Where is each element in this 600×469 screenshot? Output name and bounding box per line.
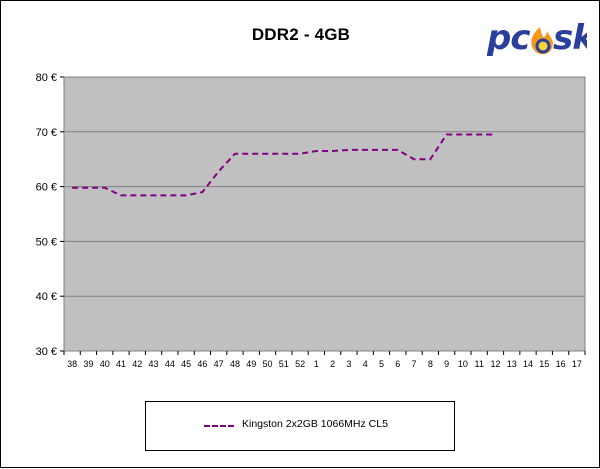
x-axis-tick-labels: 38 39 40 41 42 43 44 45 46 47 48 49 50 51 52 1 2 3 4 5 6 7 8 9 1… — [63, 351, 586, 369]
gridlines — [64, 131, 585, 297]
chart-title: DDR2 - 4GB — [251, 25, 351, 44]
x-tick-label: 48 — [230, 359, 240, 369]
x-tick-label: 51 — [279, 359, 289, 369]
logo-text-right: sk — [553, 18, 587, 58]
x-tick-label: 50 — [263, 359, 273, 369]
x-tick-label: 16 — [556, 359, 566, 369]
x-tick-label: 43 — [149, 359, 159, 369]
x-tick-label: 10 — [458, 359, 468, 369]
x-tick-label: 13 — [507, 359, 517, 369]
y-tick-label: 30 € — [36, 346, 57, 358]
x-tick-label: 41 — [116, 359, 126, 369]
legend-swatch-kingston — [204, 425, 234, 427]
y-tick-label: 70 € — [36, 127, 57, 139]
legend: Kingston 2x2GB 1066MHz CL5 — [145, 401, 455, 451]
x-tick-label: 3 — [346, 359, 351, 369]
x-tick-label: 12 — [490, 359, 500, 369]
x-tick-label: 46 — [197, 359, 207, 369]
x-tick-label: 44 — [165, 359, 175, 369]
x-tick-label: 11 — [475, 359, 484, 369]
x-tick-label: 2 — [330, 359, 335, 369]
x-tick-label: 17 — [572, 359, 582, 369]
y-axis-tick-labels: 30 € 40 € 50 € 60 € 70 € 80 € — [36, 72, 64, 358]
x-tick-label: 45 — [181, 359, 191, 369]
series-lines — [72, 133, 496, 197]
y-tick-label: 60 € — [36, 182, 57, 194]
x-tick-label: 38 — [67, 359, 77, 369]
x-tick-label: 47 — [214, 359, 224, 369]
x-tick-label: 1 — [314, 359, 319, 369]
flame-icon — [531, 27, 553, 55]
x-tick-label: 49 — [246, 359, 256, 369]
x-tick-label: 42 — [132, 359, 142, 369]
pcsk-logo: pc sk — [487, 18, 587, 58]
x-tick-label: 14 — [523, 359, 533, 369]
x-tick-label: 52 — [295, 359, 305, 369]
x-tick-label: 8 — [428, 359, 433, 369]
x-tick-label: 15 — [539, 359, 549, 369]
y-tick-label: 80 € — [36, 72, 57, 84]
x-tick-label: 4 — [363, 359, 368, 369]
x-tick-label: 6 — [395, 359, 400, 369]
x-tick-label: 40 — [100, 359, 110, 369]
legend-label-kingston: Kingston 2x2GB 1066MHz CL5 — [242, 418, 388, 430]
x-tick-label: 39 — [83, 359, 93, 369]
logo-text-left: pc — [487, 18, 530, 58]
y-tick-label: 50 € — [36, 236, 57, 248]
y-tick-label: 40 € — [36, 291, 57, 303]
x-tick-label: 5 — [379, 359, 384, 369]
plot-area — [63, 76, 586, 352]
x-tick-label: 7 — [412, 359, 417, 369]
series-line — [72, 133, 496, 197]
x-tick-label: 9 — [444, 359, 449, 369]
